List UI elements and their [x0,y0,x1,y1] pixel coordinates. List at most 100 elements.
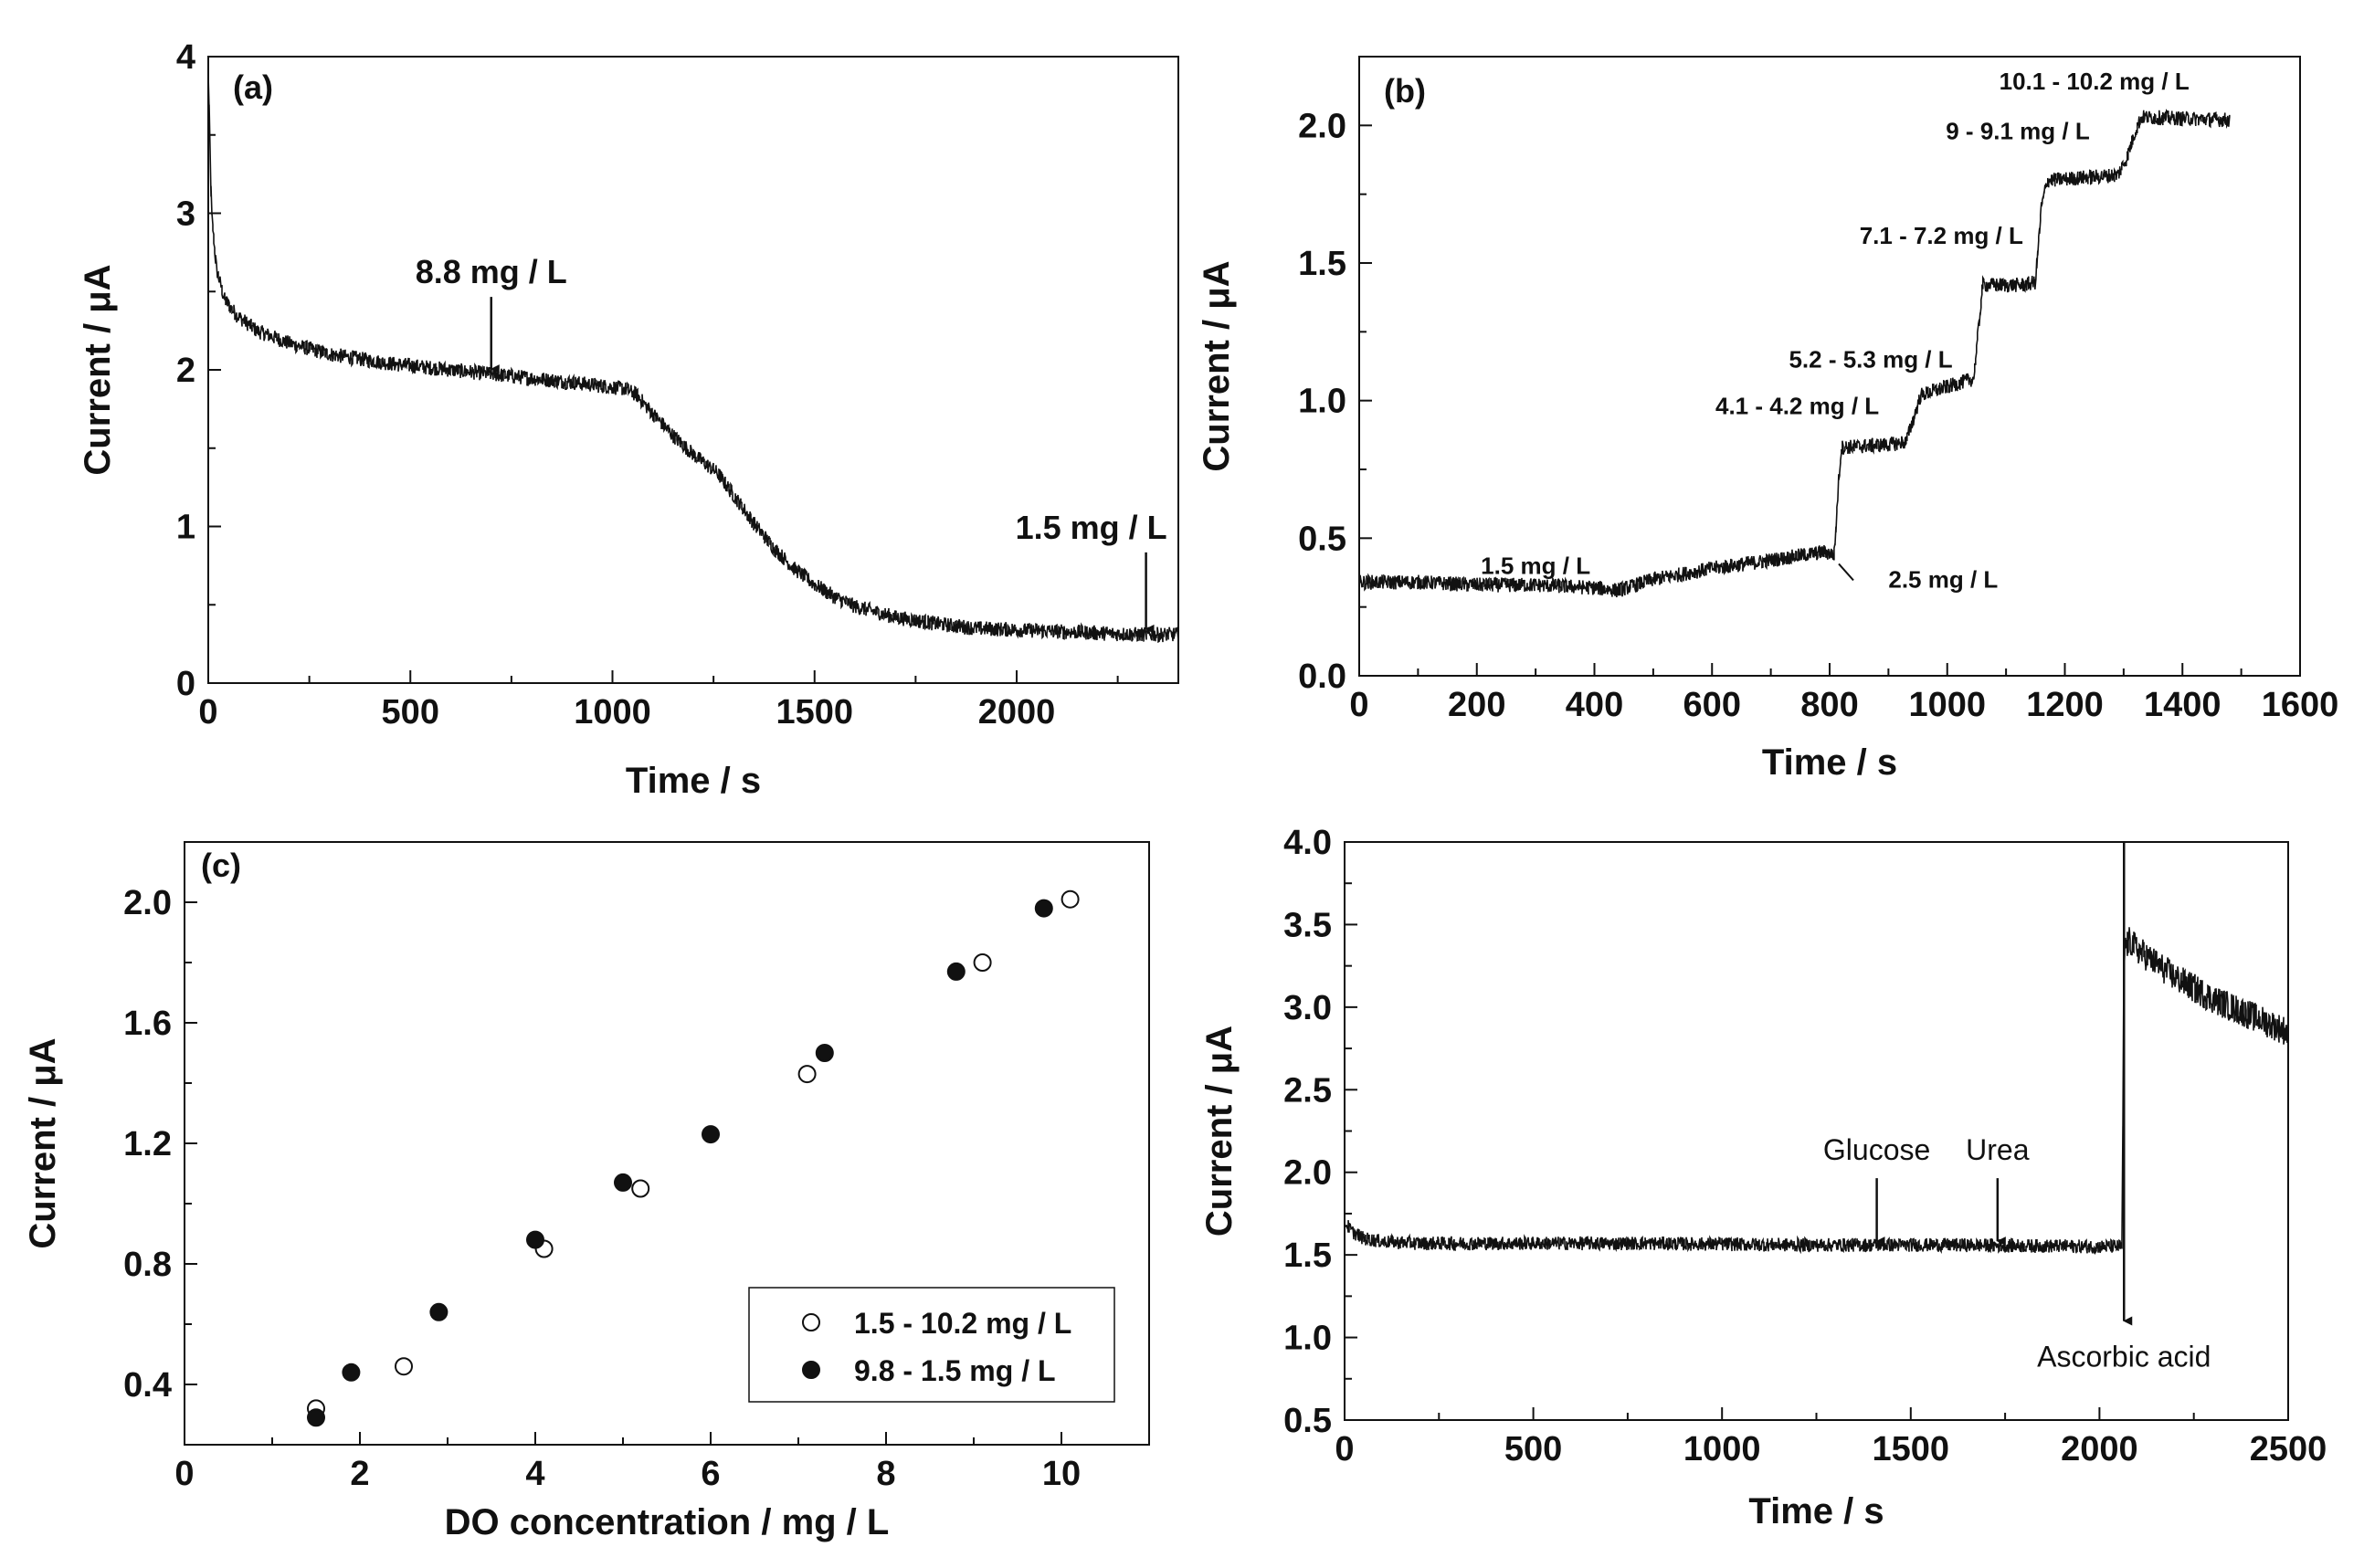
y-tick-label: 2.0 [123,884,172,922]
x-tick-label: 8 [876,1455,895,1493]
x-tick-label: 1000 [1908,686,1986,724]
y-tick-label: 0 [176,665,195,703]
y-tick-label: 0.8 [123,1246,172,1284]
x-tick-label: 800 [1800,686,1858,724]
x-tick-label: 1600 [2262,686,2339,724]
x-tick-label: 6 [701,1455,720,1493]
x-axis-title: DO concentration / mg / L [445,1502,890,1542]
annotation-label: Ascorbic acid [2037,1340,2211,1373]
annotation-label: 8.8 mg / L [416,253,567,290]
annotation-label: 5.2 - 5.3 mg / L [1789,346,1952,374]
filled-circle-point [614,1173,632,1192]
filled-circle-point [429,1302,449,1321]
y-tick-label: 0.5 [1283,1402,1332,1440]
x-tick-label: 1200 [2026,686,2104,724]
x-tick-label: 10 [1042,1455,1081,1493]
open-circle-point [797,1065,817,1084]
y-tick-label: 1.5 [1298,245,1346,283]
x-tick-label: 2000 [2061,1430,2138,1468]
y-tick-label: 2.0 [1298,107,1346,145]
series-line [1358,109,2231,598]
y-tick-label: 3.5 [1283,906,1332,944]
annotation-label: 7.1 - 7.2 mg / L [1860,222,2023,249]
x-tick-label: 4 [525,1455,544,1493]
annotation-label: 1.5 mg / L [1481,552,1590,580]
y-axis-title: Current / μA [23,1037,63,1248]
y-tick-label: 2.0 [1283,1154,1332,1193]
annotation-label: 10.1 - 10.2 mg / L [2000,68,2190,95]
plot-frame [207,56,1179,684]
y-axis-title: Current / μA [78,264,118,475]
annotation-label: Glucose [1823,1133,1930,1166]
x-tick-label: 1000 [574,693,651,731]
x-tick-label: 600 [1683,686,1741,724]
y-axis-title: Current / μA [1197,260,1237,471]
x-tick-label: 0 [198,693,217,731]
y-tick-label: 1.0 [1298,383,1346,421]
annotation-label: Urea [1966,1133,2030,1166]
y-tick-label: 1 [176,509,195,547]
y-tick-label: 3 [176,195,195,234]
y-tick-label: 1.2 [123,1125,172,1163]
annotation-label: 4.1 - 4.2 mg / L [1715,393,1879,420]
y-tick-label: 1.0 [1283,1320,1332,1358]
series-line [207,69,1179,644]
panel-b: 0 200 400 600 800 1000 1200 1400 1600 0.0 0.5 1.0 1.… [1197,56,2339,783]
y-axis-title: Current / μA [1199,1026,1240,1237]
legend-marker [802,1313,820,1331]
filled-circle-point [815,1044,834,1062]
y-tick-label: 3.0 [1283,989,1332,1027]
y-tick-label: 1.6 [123,1005,172,1043]
filled-circle-point [1034,899,1053,918]
legend-label: 1.5 - 10.2 mg / L [854,1307,1071,1340]
panel-a: 0 500 1000 1500 2000 0 1 2 3 4 Time / s Current / μ… [78,38,1179,801]
legend-label: 9.8 - 1.5 mg / L [854,1354,1056,1387]
filled-circle-point [702,1125,720,1144]
open-circle-point [395,1357,413,1376]
y-tick-label: 2 [176,352,195,390]
legend-marker [802,1361,820,1379]
x-tick-label: 500 [382,693,439,731]
x-tick-label: 2500 [2250,1430,2327,1468]
filled-circle-point [526,1230,544,1249]
x-tick-label: 2000 [978,693,1056,731]
filled-circle-point [307,1408,325,1427]
filled-circle-point [342,1363,361,1382]
annotation-label: 9 - 9.1 mg / L [1946,117,2090,144]
y-tick-label: 1.5 [1283,1237,1332,1275]
open-circle-point [631,1179,650,1198]
annotation-label: 2.5 mg / L [1888,566,1998,594]
y-tick-label: 0.5 [1298,520,1346,558]
y-tick-label: 4.0 [1283,824,1332,862]
x-axis-title: Time / s [626,761,761,801]
annotation-pointer [1838,563,1854,582]
open-circle-point [1061,889,1080,909]
x-tick-label: 0 [1349,686,1368,724]
x-tick-label: 2 [350,1455,369,1493]
y-tick-label: 2.5 [1283,1071,1332,1110]
x-tick-label: 1000 [1683,1430,1761,1468]
panel-c: 0 2 4 6 8 10 0.4 0.8 1.2 1.6 2.0 DO concentration /… [23,841,1150,1542]
filled-circle-point [946,962,966,981]
x-axis-title: Time / s [1762,742,1897,783]
open-circle-point [973,953,992,972]
x-tick-label: 500 [1504,1430,1562,1468]
x-tick-label: 1500 [1873,1430,1950,1468]
panel-label: (a) [233,68,273,106]
x-tick-label: 1500 [776,693,853,731]
plot-frame [1344,841,2289,1421]
panel-label: (c) [201,847,241,884]
y-tick-label: 4 [176,38,195,77]
annotation-label: 1.5 mg / L [1016,509,1167,546]
panel-label: (b) [1384,72,1426,110]
x-tick-label: 400 [1566,686,1623,724]
legend-box [748,1287,1115,1403]
x-tick-label: 200 [1448,686,1505,724]
series-line [1344,927,2289,1256]
x-tick-label: 1400 [2144,686,2222,724]
y-tick-label: 0.0 [1298,658,1346,696]
x-tick-label: 0 [1335,1430,1354,1468]
x-tick-label: 0 [174,1455,194,1493]
y-tick-label: 0.4 [123,1366,172,1405]
